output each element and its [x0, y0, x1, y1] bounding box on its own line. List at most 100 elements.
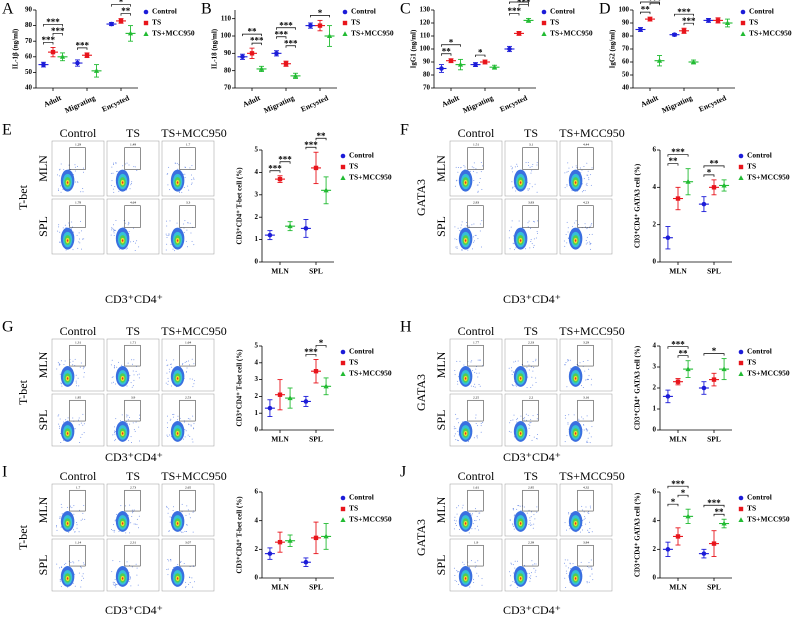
flow-event: [530, 386, 532, 388]
flow-event: [188, 583, 190, 585]
flow-event: [529, 188, 531, 190]
marker: [240, 54, 245, 60]
flow-event: [455, 180, 457, 182]
flow-event: [191, 165, 193, 167]
gate-percent: 4.44: [583, 143, 589, 147]
significance-bracket: [683, 22, 694, 26]
marker: [656, 57, 663, 63]
flow-event: [63, 421, 65, 423]
flow-event: [173, 506, 175, 508]
flow-event: [81, 433, 83, 435]
flow-event: [180, 560, 182, 562]
flow-event: [131, 363, 133, 365]
density: [176, 432, 179, 435]
flow-event: [172, 509, 174, 511]
flow-event: [170, 560, 172, 562]
flow-event: [79, 242, 81, 244]
flow-event: [517, 165, 519, 167]
flow-event: [525, 162, 527, 164]
marker: [675, 379, 681, 384]
flow-plot-frame: [51, 140, 105, 197]
flow-event: [473, 162, 475, 164]
flow-event: [461, 507, 463, 509]
flow-event: [190, 174, 192, 176]
flow-event: [586, 441, 588, 443]
marker: [724, 20, 731, 25]
flow-event: [168, 560, 170, 562]
gate: [522, 147, 539, 170]
significance-bracket: [640, 11, 651, 15]
flow-event: [529, 517, 531, 519]
flow-event: [511, 370, 513, 372]
flow-event: [192, 531, 194, 533]
marker: [277, 176, 283, 182]
gate: [522, 205, 539, 228]
flow-event: [586, 185, 588, 187]
flow-event: [574, 222, 576, 224]
flow-event: [532, 370, 534, 372]
significance-label: *: [707, 167, 712, 177]
flow-event: [74, 170, 76, 172]
flow-event: [191, 577, 193, 579]
marker: [706, 18, 711, 23]
y-tick-label: 1: [255, 235, 259, 243]
flow-event: [453, 426, 455, 428]
flow-event: [587, 437, 589, 439]
y-tick-label: 4: [255, 168, 259, 176]
significance-label: ***: [279, 20, 293, 30]
flow-event: [186, 367, 188, 369]
flow-event: [582, 519, 584, 521]
flow-event: [532, 246, 534, 248]
flow-event: [184, 361, 186, 363]
flow-event: [80, 191, 82, 193]
significance-label: **: [668, 156, 678, 166]
flow-event: [134, 166, 136, 168]
marker: [721, 520, 727, 526]
flow-event: [519, 505, 521, 507]
significance-label: ***: [643, 0, 657, 5]
y-tick-label: 80: [25, 21, 33, 29]
flow-event: [512, 167, 514, 169]
flow-event: [581, 529, 583, 531]
flow-event: [473, 241, 475, 243]
significance-bracket: [120, 13, 131, 16]
gate: [467, 544, 484, 567]
flow-event: [125, 532, 127, 534]
flow-event: [78, 241, 80, 243]
flow-event: [534, 563, 536, 565]
flow-event: [56, 368, 58, 370]
column-header: TS+MCC950: [161, 126, 226, 140]
density: [519, 239, 522, 242]
legend-label: TS: [747, 504, 756, 513]
flow-event: [166, 422, 168, 424]
flow-event: [80, 567, 82, 569]
flow-event: [528, 220, 530, 222]
flow-event: [470, 385, 472, 387]
flow-event: [131, 516, 133, 518]
row-label: MLN: [36, 155, 50, 182]
flow-event: [83, 577, 85, 579]
flow-event: [472, 248, 474, 250]
gate-percent: 4.64: [130, 201, 136, 205]
flow-event: [512, 187, 514, 189]
flow-event: [512, 242, 514, 244]
flow-event: [516, 163, 518, 165]
flow-event: [456, 247, 458, 249]
flow-event: [580, 172, 582, 174]
significance-bracket: [305, 354, 317, 357]
flow-event: [470, 361, 472, 363]
flow-event: [584, 226, 586, 228]
flow-event: [74, 585, 76, 587]
flow-event: [170, 418, 172, 420]
marker: [738, 360, 744, 366]
flow-event: [115, 220, 117, 222]
flow-event: [73, 513, 75, 515]
flow-event: [473, 236, 475, 238]
flow-event: [460, 224, 462, 226]
flow-event: [584, 516, 586, 518]
flow-event: [67, 586, 69, 588]
flow-event: [111, 571, 113, 573]
flow-event: [510, 584, 512, 586]
marker: [277, 392, 283, 397]
marker: [525, 17, 532, 23]
